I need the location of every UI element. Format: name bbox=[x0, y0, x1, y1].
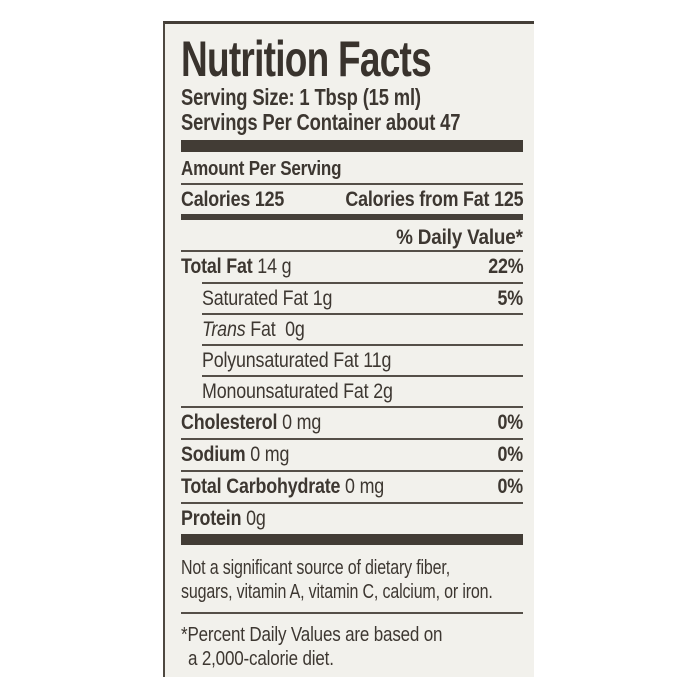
medium-divider-calories bbox=[181, 214, 523, 220]
servings-per-container-line: Servings Per Container about 47 bbox=[181, 109, 461, 135]
thick-divider-bottom bbox=[181, 534, 523, 545]
nutrient-row-total-carbohydrate: Total Carbohydrate 0 mg 0% bbox=[181, 470, 523, 502]
daily-value-percent: 0% bbox=[497, 443, 524, 466]
nutrition-facts-label: Nutrition Facts Serving Size: 1 Tbsp (15… bbox=[163, 21, 534, 677]
daily-value-footnote: *Percent Daily Values are based on a 2,0… bbox=[181, 612, 523, 671]
nutrient-row-sodium: Sodium 0 mg 0% bbox=[181, 438, 523, 470]
daily-value-percent: 0% bbox=[497, 475, 524, 498]
calories-from-fat-value: Calories from Fat 125 bbox=[345, 187, 523, 211]
calories-row: Calories 125 Calories from Fat 125 bbox=[181, 185, 523, 214]
label-title-text: Nutrition Facts bbox=[181, 31, 432, 87]
nutrient-row-monounsaturated-fat: Monounsaturated Fat 2g bbox=[202, 375, 523, 406]
daily-value-percent: 22% bbox=[487, 255, 523, 278]
nutrient-row-polyunsaturated-fat: Polyunsaturated Fat 11g bbox=[202, 344, 523, 375]
calories-value: Calories 125 bbox=[181, 187, 285, 211]
daily-value-percent: 5% bbox=[497, 286, 524, 310]
label-title: Nutrition Facts bbox=[181, 31, 523, 87]
insignificant-nutrients-note: Not a significant source of dietary fibe… bbox=[181, 557, 493, 603]
daily-value-percent: 0% bbox=[497, 411, 524, 434]
nutrient-row-cholesterol: Cholesterol 0 mg 0% bbox=[181, 406, 523, 438]
nutrient-row-trans-fat: Trans Fat 0g bbox=[202, 313, 523, 344]
serving-size-line: Serving Size: 1 Tbsp (15 ml) bbox=[181, 84, 421, 110]
thick-divider-top bbox=[181, 140, 523, 152]
nutrient-row-protein: Protein 0g bbox=[181, 502, 523, 534]
nutrient-row-total-fat: Total Fat 14 g 22% bbox=[181, 255, 523, 278]
daily-value-header: % Daily Value* bbox=[181, 220, 523, 252]
nutrient-row-saturated-fat: Saturated Fat 1g 5% bbox=[202, 282, 523, 313]
amount-per-serving-header: Amount Per Serving bbox=[181, 157, 523, 185]
